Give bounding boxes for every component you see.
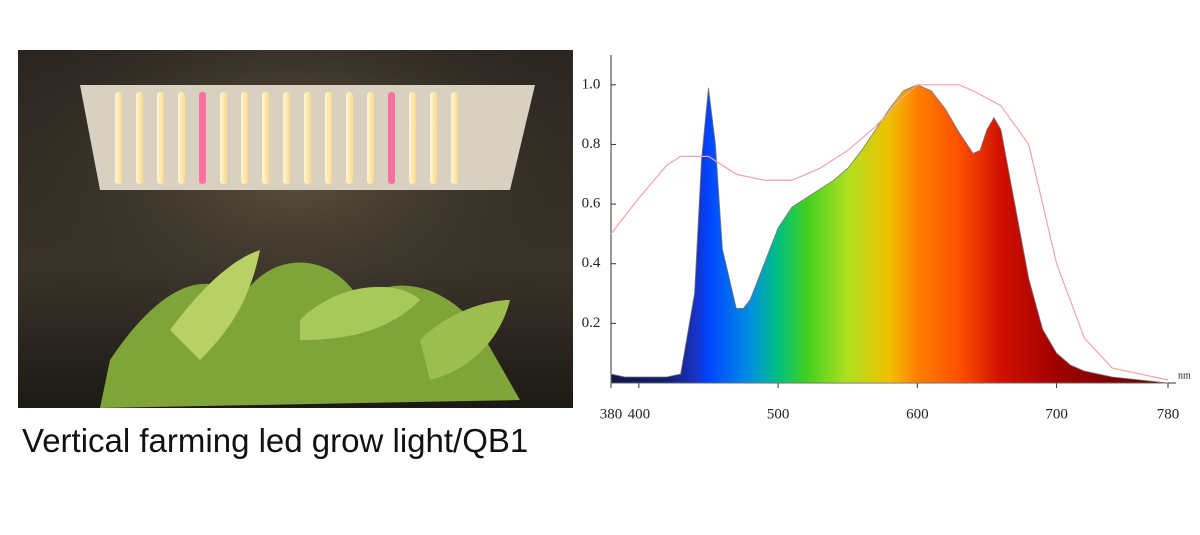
x-tick-label: 380 [600,406,623,422]
led-strip [241,92,248,184]
y-tick-label: 0.8 [582,136,601,152]
led-strip [136,92,143,184]
led-strip [451,92,458,184]
led-strip [325,92,332,184]
led-strip [388,92,395,184]
product-photo [18,50,573,408]
x-tick-label: 780 [1157,406,1180,422]
led-strip [346,92,353,184]
x-axis-unit: nm [1178,370,1191,381]
led-strip [430,92,437,184]
spectrum-area [610,84,1169,384]
x-tick-label: 500 [767,406,790,422]
led-strip [304,92,311,184]
led-strip [157,92,164,184]
led-strips [115,92,458,184]
caption: Vertical farming led grow light/QB1 [22,422,528,459]
y-tick-label: 0.4 [582,255,601,271]
led-strip [178,92,185,184]
spectrum-chart: 0.2 0.4 0.6 0.8 1.0 380 400 500 600 700 780 nm [582,55,1191,422]
led-strip [409,92,416,184]
reference-line [610,84,1169,381]
leaf [170,250,260,360]
x-tick-label: 600 [906,406,929,422]
leaf [420,300,510,380]
x-tick-label: 400 [628,406,651,422]
x-tick-label: 700 [1045,406,1068,422]
led-strip [262,92,269,184]
led-strip [283,92,290,184]
leaf [300,286,420,340]
led-strip [199,92,206,184]
y-tick-label: 0.2 [582,315,601,331]
led-strip [220,92,227,184]
y-tick-label: 0.6 [582,196,601,212]
led-strip [367,92,374,184]
y-tick-label: 1.0 [582,76,601,92]
led-strip [115,92,122,184]
